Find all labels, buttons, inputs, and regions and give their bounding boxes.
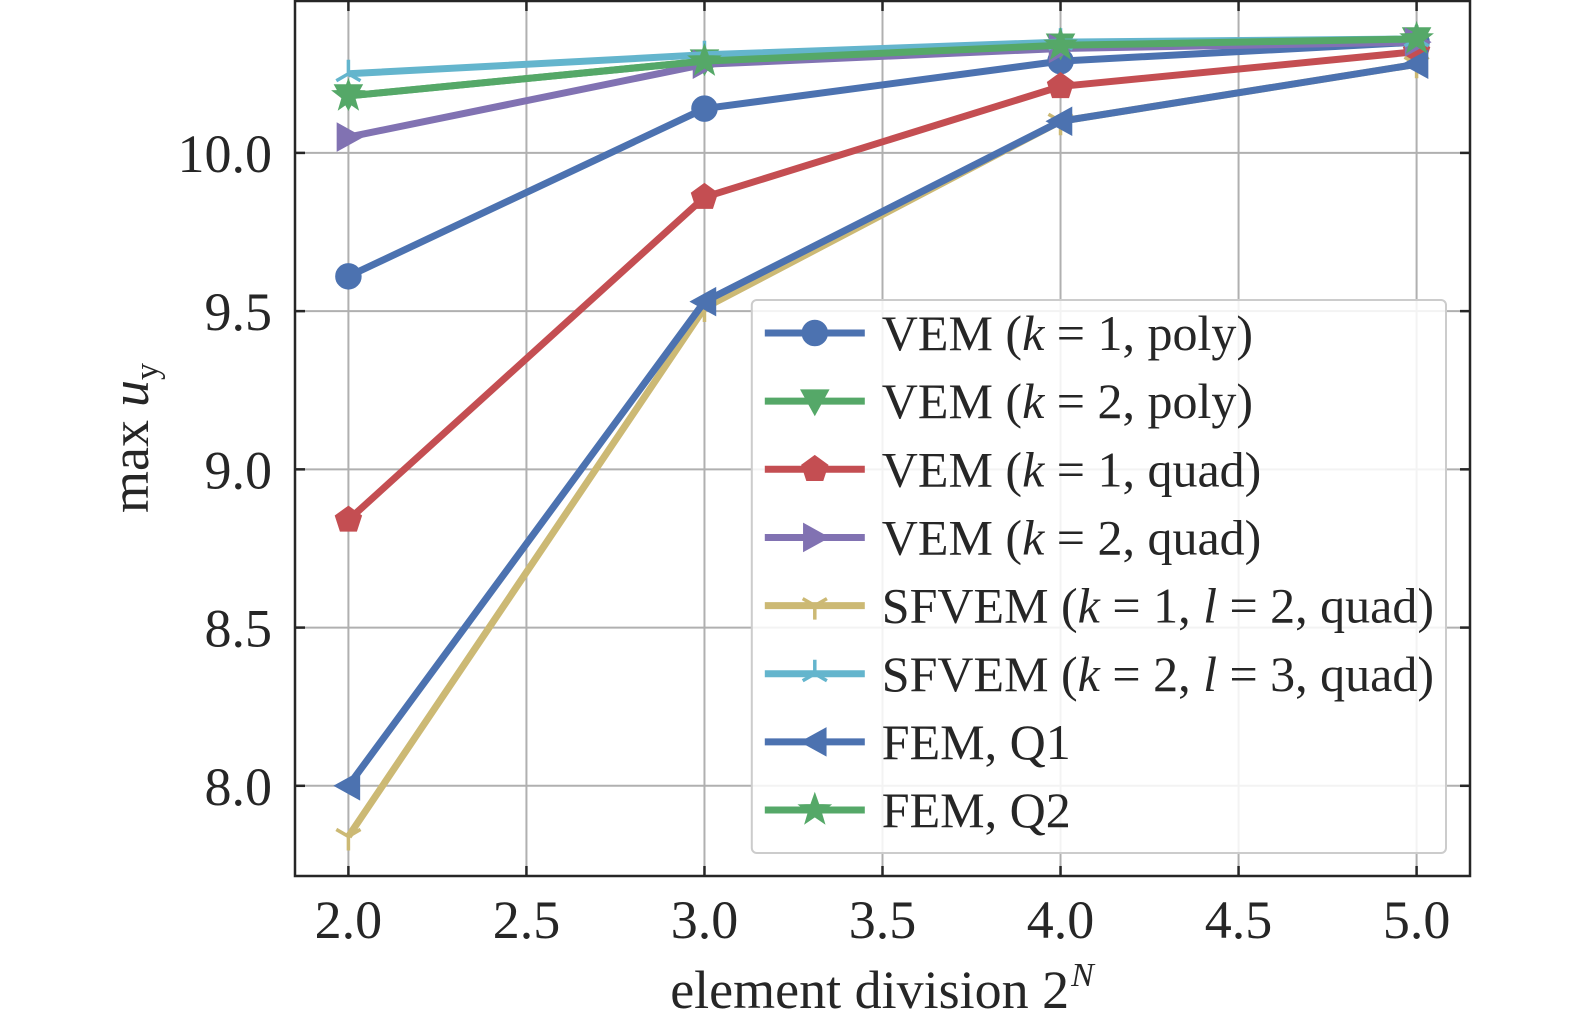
y-tick-label: 9.0 [205, 440, 273, 500]
data-point-marker [335, 59, 362, 83]
series-line [346, 38, 1417, 280]
legend-marker [801, 659, 828, 683]
data-point-marker [1401, 49, 1429, 80]
legend-item: VEM (k = 2, quad) [764, 509, 1262, 565]
data-point-marker [1043, 27, 1078, 61]
data-point-marker [1045, 106, 1073, 137]
legend-item: FEM, Q2 [764, 782, 1071, 838]
x-tick-label: 5.0 [1383, 890, 1451, 950]
legend-label-text: SFVEM ( [882, 646, 1078, 702]
series-line [345, 60, 1418, 788]
legend: VEM (k = 1, poly)VEM (k = 2, poly)VEM (k… [750, 299, 1447, 854]
legend-item: VEM (k = 1, poly) [764, 305, 1253, 361]
legend-label-text: = 2, poly) [1044, 373, 1253, 429]
data-point-marker [336, 122, 364, 152]
data-point-marker [690, 182, 719, 209]
y-axis-label-subscript: y [129, 363, 166, 380]
x-axis-label: element division 2N [670, 957, 1096, 1020]
series-8 [331, 20, 1434, 111]
legend-label-symbol: k [1022, 373, 1045, 429]
x-tick-label: 3.0 [671, 890, 739, 950]
legend-label-symbol: k [1022, 441, 1045, 497]
legend-label-text: FEM, Q1 [882, 714, 1071, 770]
legend-label: VEM (k = 1, poly) [882, 305, 1253, 361]
legend-marker [803, 522, 830, 553]
series-line [346, 48, 1417, 523]
legend-label: FEM, Q2 [882, 782, 1071, 838]
y-tick-label: 9.5 [205, 282, 273, 342]
legend-label-symbol: l [1203, 646, 1217, 702]
legend-label-text: SFVEM ( [882, 578, 1078, 634]
legend-label-symbol: k [1078, 646, 1101, 702]
legend-label: VEM (k = 2, poly) [882, 373, 1253, 429]
legend-label-text: VEM ( [882, 373, 1022, 429]
legend-label-text: = 1, poly) [1044, 305, 1253, 361]
y-tick-label: 10.0 [178, 124, 273, 184]
legend-label-text: = 2, quad) [1217, 578, 1434, 634]
x-tick-label: 2.5 [493, 890, 561, 950]
x-tick-label: 2.0 [315, 890, 383, 950]
x-axis-label-text: element division 2 [670, 960, 1069, 1020]
y-axis-label-variable: u [100, 380, 160, 407]
legend-label-text: VEM ( [882, 441, 1022, 497]
data-point-marker [687, 42, 722, 76]
data-point-marker [1046, 72, 1075, 99]
data-point-marker [335, 827, 362, 851]
legend-label-text: = 1, [1100, 578, 1203, 634]
legend-label: FEM, Q1 [882, 714, 1071, 770]
tick-labels: 2.0 2.5 3.0 3.5 4.0 4.5 5.0 8.0 8.5 9.0 9.5 10.0 [178, 124, 1451, 950]
series-layer [331, 20, 1434, 851]
legend-label-symbol: k [1022, 305, 1045, 361]
legend-label-symbol: k [1078, 578, 1101, 634]
y-axis-label-text: max [100, 420, 160, 513]
data-point-marker [691, 95, 718, 122]
data-point-marker [334, 505, 363, 532]
legend-item: VEM (k = 1, quad) [764, 441, 1262, 497]
x-tick-label: 3.5 [849, 890, 917, 950]
legend-label-symbol: l [1203, 578, 1217, 634]
data-point-marker [331, 77, 366, 111]
legend-item: FEM, Q1 [764, 714, 1071, 770]
x-axis-label-superscript: N [1070, 957, 1096, 994]
series-line [348, 35, 1417, 100]
legend-item: SFVEM (k = 2, l = 3, quad) [764, 646, 1434, 702]
legend-label-text: VEM ( [882, 509, 1022, 565]
legend-marker [797, 791, 833, 825]
axes-frame [293, 0, 1472, 878]
legend-label-text: VEM ( [882, 305, 1022, 361]
legend-label-text: = 3, quad) [1217, 646, 1434, 702]
series-7 [333, 49, 1429, 801]
legend-marker [801, 597, 828, 620]
legend-marker [799, 727, 827, 757]
data-point-marker [689, 286, 717, 317]
data-point-marker [1399, 20, 1434, 54]
y-tick-label: 8.0 [205, 757, 273, 817]
x-tick-label: 4.5 [1205, 890, 1273, 950]
legend-label-symbol: k [1022, 509, 1045, 565]
legend-item: SFVEM (k = 1, l = 2, quad) [764, 578, 1434, 634]
legend-marker [801, 454, 829, 481]
legend-label-text: = 1, quad) [1044, 441, 1261, 497]
legend-marker [801, 319, 829, 347]
legend-marker [800, 389, 830, 417]
legend-label: VEM (k = 2, quad) [882, 509, 1262, 565]
legend-item: VEM (k = 2, poly) [764, 373, 1253, 429]
data-point-marker [333, 771, 361, 801]
y-tick-label: 8.5 [205, 599, 273, 659]
legend-label-text: FEM, Q2 [882, 782, 1071, 838]
x-tick-label: 4.0 [1027, 890, 1095, 950]
legend-box [750, 299, 1447, 854]
legend-label-text: = 2, quad) [1044, 509, 1261, 565]
plot-frame [293, 0, 1472, 878]
legend-label: SFVEM (k = 2, l = 3, quad) [882, 646, 1434, 702]
legend-label: SFVEM (k = 1, l = 2, quad) [882, 578, 1434, 634]
legend-label: VEM (k = 1, quad) [882, 441, 1262, 497]
legend-label-text: = 2, [1100, 646, 1203, 702]
y-axis-label: max uy [100, 363, 166, 513]
legend-entries: VEM (k = 1, poly)VEM (k = 2, poly)VEM (k… [764, 305, 1434, 838]
data-point-marker [335, 263, 362, 290]
